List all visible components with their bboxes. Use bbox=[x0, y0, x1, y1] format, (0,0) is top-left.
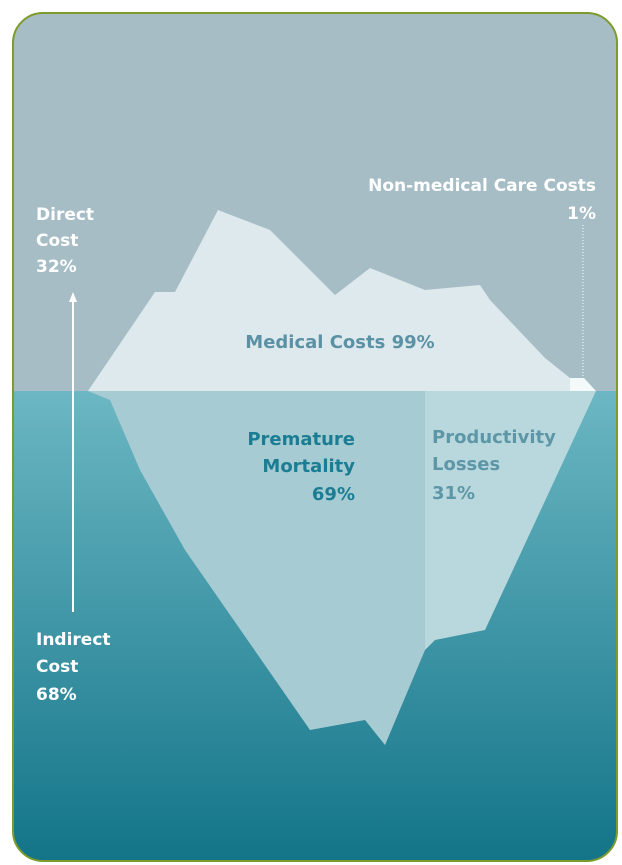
premature-mortality-label: Mortality bbox=[262, 456, 355, 477]
productivity-losses-label: Losses bbox=[432, 454, 500, 475]
productivity-losses-label: Productivity bbox=[432, 427, 556, 448]
indirect-cost-value: 68% bbox=[36, 685, 77, 705]
non-medical-value: 1% bbox=[567, 204, 596, 224]
direct-cost-value: 32% bbox=[36, 257, 77, 277]
productivity-losses-value: 31% bbox=[432, 483, 475, 504]
medical-costs-label: Medical Costs 99% bbox=[245, 332, 434, 353]
indirect-cost-label: Cost bbox=[36, 657, 78, 677]
direct-cost-label: Direct bbox=[36, 205, 94, 225]
page: {"direct_cost": {"lines": ["Direct", "Co… bbox=[0, 0, 622, 865]
premature-mortality-label: Premature bbox=[247, 429, 355, 450]
premature-mortality-value: 69% bbox=[312, 484, 355, 505]
iceberg-diagram: Direct Cost 32% Non-medical Care Costs 1… bbox=[0, 0, 622, 865]
direct-cost-label: Cost bbox=[36, 231, 78, 251]
non-medical-label: Non-medical Care Costs bbox=[368, 176, 596, 196]
indirect-cost-label: Indirect bbox=[36, 630, 111, 650]
